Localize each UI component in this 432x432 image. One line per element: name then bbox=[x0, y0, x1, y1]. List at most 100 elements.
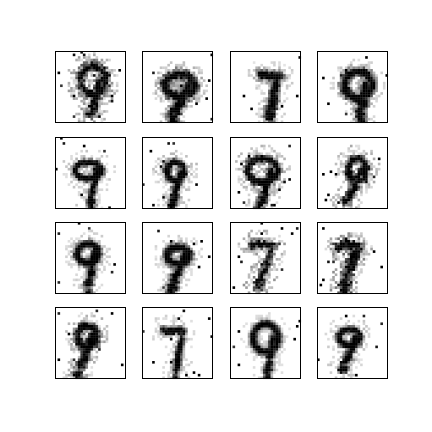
pixel bbox=[295, 227, 299, 230]
pixel bbox=[260, 327, 264, 331]
pixel bbox=[357, 112, 361, 116]
pixel bbox=[159, 332, 163, 336]
pixel bbox=[260, 180, 264, 184]
pixel bbox=[177, 376, 181, 380]
pixel bbox=[72, 92, 76, 95]
pixel bbox=[268, 348, 271, 351]
pixel bbox=[245, 203, 248, 207]
pixel bbox=[280, 363, 284, 367]
pixel bbox=[344, 273, 348, 277]
pixel bbox=[270, 361, 274, 364]
pixel bbox=[197, 71, 201, 75]
pixel bbox=[110, 71, 114, 75]
pixel bbox=[265, 196, 269, 199]
pixel bbox=[280, 252, 284, 256]
pixel bbox=[280, 337, 284, 341]
pixel bbox=[270, 345, 274, 349]
pixel bbox=[290, 232, 294, 235]
pixel bbox=[82, 120, 86, 124]
pixel bbox=[347, 258, 351, 261]
pixel bbox=[174, 245, 178, 248]
pixel bbox=[357, 160, 361, 163]
pixel bbox=[352, 69, 356, 72]
pixel bbox=[349, 270, 353, 274]
pixel bbox=[172, 366, 176, 369]
pixel bbox=[167, 278, 170, 282]
pixel bbox=[169, 273, 173, 277]
pixel bbox=[177, 353, 181, 356]
pixel bbox=[195, 102, 198, 106]
pixel bbox=[162, 94, 165, 98]
pixel bbox=[270, 89, 274, 93]
pixel bbox=[72, 327, 76, 331]
pixel bbox=[108, 255, 111, 259]
pixel bbox=[103, 165, 106, 168]
pixel bbox=[260, 260, 264, 264]
pixel bbox=[337, 330, 340, 333]
pixel bbox=[337, 335, 340, 338]
pixel bbox=[93, 107, 96, 111]
pixel bbox=[187, 247, 191, 251]
pixel bbox=[93, 203, 96, 207]
pixel bbox=[169, 270, 173, 274]
pixel bbox=[349, 281, 353, 284]
pixel bbox=[344, 276, 348, 279]
pixel bbox=[172, 198, 176, 202]
pixel bbox=[172, 74, 176, 77]
pixel bbox=[278, 330, 281, 333]
pixel bbox=[357, 117, 361, 121]
pixel bbox=[87, 291, 91, 295]
pixel bbox=[77, 175, 81, 179]
pixel bbox=[172, 281, 176, 284]
pixel bbox=[257, 180, 261, 184]
pixel bbox=[164, 276, 168, 279]
pixel bbox=[355, 81, 358, 85]
pixel bbox=[85, 240, 89, 243]
pixel bbox=[275, 84, 279, 88]
pixel bbox=[80, 312, 83, 315]
pixel bbox=[360, 330, 363, 333]
pixel bbox=[268, 330, 271, 333]
pixel bbox=[180, 286, 183, 289]
pixel bbox=[162, 255, 165, 259]
pixel bbox=[82, 183, 86, 186]
pixel bbox=[185, 92, 188, 95]
pixel bbox=[72, 165, 76, 168]
pixel bbox=[270, 327, 274, 331]
pixel bbox=[265, 183, 269, 186]
pixel bbox=[87, 61, 91, 64]
pixel bbox=[268, 373, 271, 377]
pixel bbox=[98, 180, 101, 184]
pixel bbox=[290, 69, 294, 72]
pixel bbox=[257, 247, 261, 251]
pixel bbox=[77, 252, 81, 256]
pixel bbox=[260, 240, 264, 243]
pixel bbox=[108, 178, 111, 181]
pixel bbox=[167, 260, 170, 264]
pixel bbox=[180, 366, 183, 369]
pixel bbox=[82, 71, 86, 75]
pixel bbox=[278, 183, 281, 186]
pixel bbox=[85, 268, 89, 271]
pixel bbox=[377, 94, 381, 98]
pixel bbox=[177, 66, 181, 70]
pixel bbox=[82, 188, 86, 192]
pixel bbox=[355, 69, 358, 72]
pixel bbox=[362, 79, 366, 82]
pixel bbox=[255, 286, 258, 289]
pixel bbox=[265, 198, 269, 202]
pixel bbox=[285, 76, 289, 80]
pixel bbox=[177, 87, 181, 90]
pixel bbox=[247, 155, 251, 158]
pixel bbox=[190, 345, 193, 349]
pixel bbox=[174, 99, 178, 103]
pixel bbox=[255, 281, 258, 284]
pixel bbox=[339, 242, 343, 246]
pixel bbox=[342, 69, 345, 72]
pixel bbox=[252, 175, 256, 179]
pixel bbox=[355, 112, 358, 116]
pixel bbox=[172, 286, 176, 289]
pixel bbox=[268, 193, 271, 197]
pixel bbox=[90, 353, 94, 356]
pixel bbox=[80, 355, 83, 359]
